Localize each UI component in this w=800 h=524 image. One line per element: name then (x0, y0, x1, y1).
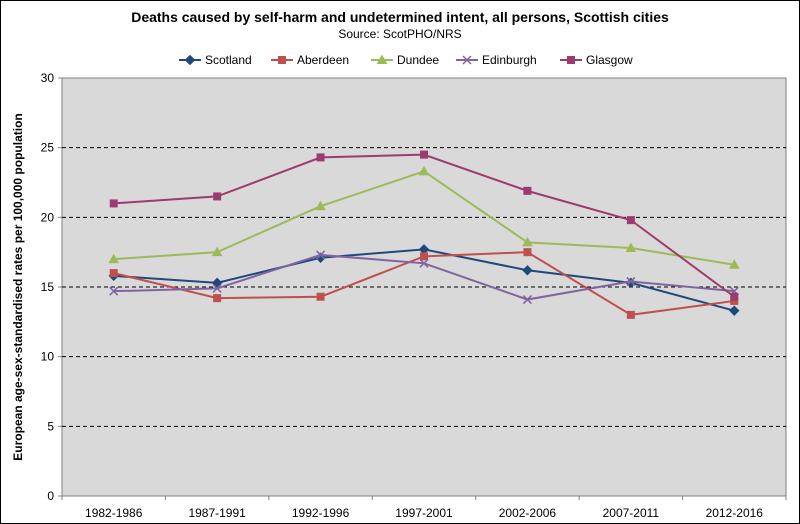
data-point-edinburgh-2 (316, 250, 326, 260)
legend-item-glasgow: Glasgow (560, 53, 633, 67)
series-dundee (108, 165, 740, 269)
x-tick-label-2007-2011: 2007-2011 (603, 506, 660, 520)
data-point-scotland-1 (211, 277, 223, 289)
data-point-dundee-4 (522, 236, 533, 247)
data-point-edinburgh-3 (419, 258, 429, 268)
data-point-dundee-6 (728, 259, 740, 269)
data-point-glasgow-1 (213, 192, 222, 201)
data-point-dundee-3 (418, 165, 430, 176)
data-point-glasgow-0 (109, 199, 118, 208)
data-point-edinburgh-5 (626, 276, 636, 286)
x-tick-label-1987-1991: 1987-1991 (188, 506, 246, 520)
legend-item-aberdeen: Aberdeen (271, 53, 349, 67)
y-tick-label-5: 5 (47, 419, 54, 433)
legend-marker-edinburgh (462, 55, 472, 65)
legend-item-edinburgh: Edinburgh (456, 53, 537, 67)
x-tick-label-1992-1996: 1992-1996 (292, 506, 350, 520)
data-point-glasgow-5 (626, 216, 635, 225)
data-point-aberdeen-3 (420, 252, 428, 261)
data-point-scotland-4 (522, 265, 533, 276)
data-point-aberdeen-1 (213, 294, 222, 303)
x-axis: 1982-1986 1987-1991 1992-1996 1997-2001 2002… (61, 496, 787, 520)
data-point-scotland-6 (729, 305, 740, 316)
data-point-aberdeen-2 (316, 292, 325, 301)
legend-marker-scotland (184, 54, 196, 66)
data-point-dundee-0 (108, 253, 120, 264)
data-point-edinburgh-4 (522, 295, 532, 305)
data-point-glasgow-2 (316, 153, 325, 162)
x-tick-label-1982-1986: 1982-1986 (85, 506, 143, 520)
y-tick-label-15: 15 (41, 280, 55, 294)
x-tick-label-2012-2016: 2012-2016 (706, 506, 764, 520)
legend-marker-dundee (376, 54, 388, 64)
legend-label-glasgow: Glasgow (586, 53, 633, 67)
data-point-aberdeen-5 (626, 310, 635, 319)
series-glasgow (109, 150, 739, 301)
legend-item-scotland: Scotland (179, 53, 252, 67)
legend-marker-aberdeen (278, 56, 286, 64)
data-point-edinburgh-1 (212, 283, 222, 293)
series-aberdeen (109, 248, 739, 319)
legend-label-aberdeen: Aberdeen (297, 53, 349, 67)
legend-label-edinburgh: Edinburgh (482, 53, 537, 67)
y-axis: 0 5 10 15 20 25 30 (41, 71, 62, 503)
series-group (108, 150, 740, 319)
chart-subtitle: Source: ScotPHO/NRS (338, 27, 461, 41)
y-tick-label-0: 0 (47, 489, 54, 503)
y-tick-label-25: 25 (41, 141, 55, 155)
data-point-glasgow-6 (730, 292, 739, 301)
data-point-glasgow-3 (420, 150, 428, 159)
data-point-dundee-1 (211, 246, 223, 257)
legend-label-dundee: Dundee (397, 53, 439, 67)
x-tick-label-2002-2006: 2002-2006 (499, 506, 557, 520)
legend-marker-glasgow (567, 56, 575, 64)
gridlines (62, 147, 786, 427)
y-tick-label-20: 20 (41, 210, 55, 224)
y-axis-label: European age-sex-standardised rates per … (11, 113, 25, 460)
y-tick-label-10: 10 (41, 350, 55, 364)
data-point-aberdeen-4 (523, 248, 532, 257)
data-point-edinburgh-0 (109, 286, 119, 296)
y-tick-label-30: 30 (41, 71, 55, 85)
x-tick-label-1997-2001: 1997-2001 (395, 506, 453, 520)
legend: Scotland Aberdeen Dundee Edinburgh Glasgow (179, 53, 633, 67)
data-point-glasgow-4 (523, 186, 532, 195)
data-point-dundee-5 (625, 242, 637, 252)
data-point-dundee-2 (315, 200, 326, 211)
legend-label-scotland: Scotland (205, 53, 252, 67)
data-point-aberdeen-0 (109, 269, 118, 278)
legend-item-dundee: Dundee (371, 53, 439, 67)
chart-title: Deaths caused by self-harm and undetermi… (131, 9, 669, 25)
